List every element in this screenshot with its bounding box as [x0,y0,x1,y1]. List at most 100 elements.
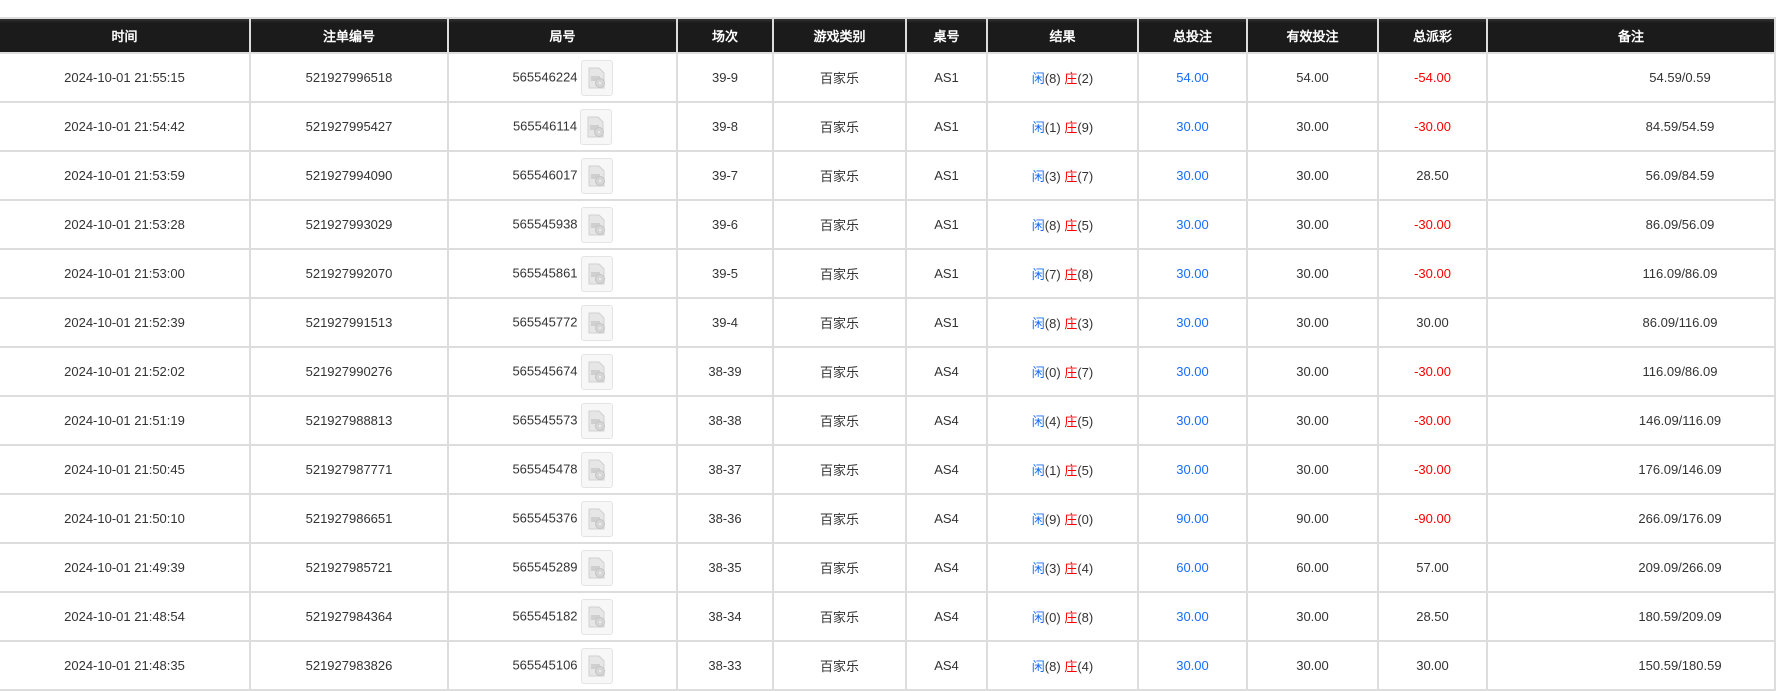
column-header-time: 时间 [0,17,251,53]
table-row: 2024-10-01 21:53:00 521927992070 5655458… [0,248,1776,299]
banker-label: 庄 [1064,365,1078,380]
round-id-cell: 565546017 [447,150,678,201]
banker-label: 庄 [1064,512,1078,527]
banker-label: 庄 [1064,463,1078,478]
time-cell: 2024-10-01 21:54:42 [0,101,251,152]
round-id-cell: 565545376 [447,493,678,544]
replay-video-icon[interactable] [580,500,613,537]
order-id-cell: 521927988813 [249,395,449,446]
payout-cell: -30.00 [1377,395,1488,446]
column-header-round-id: 局号 [447,17,678,53]
round-id: 565545674 [512,362,578,378]
banker-label: 庄 [1064,414,1078,429]
round-id: 565545182 [512,607,578,623]
valid-bet-cell: 30.00 [1246,346,1379,397]
result-cell: 闲(3) 庄(7) [986,150,1139,201]
round-id-cell: 565545289 [447,542,678,593]
time-cell: 2024-10-01 21:49:39 [0,542,251,593]
payout-cell: 28.50 [1377,150,1488,201]
round-id-cell: 565545861 [447,248,678,299]
banker-label: 庄 [1064,316,1078,331]
result-cell: 闲(8) 庄(4) [986,640,1139,691]
game-type-cell: 百家乐 [772,52,907,103]
total-bet-cell: 30.00 [1137,444,1248,495]
session-cell: 39-9 [676,52,774,103]
game-type-cell: 百家乐 [772,542,907,593]
table-row: 2024-10-01 21:54:42 521927995427 5655461… [0,101,1776,152]
table-row: 2024-10-01 21:51:19 521927988813 5655455… [0,395,1776,446]
banker-label: 庄 [1064,561,1078,576]
table-id-cell: AS4 [905,395,988,446]
table-id-cell: AS4 [905,346,988,397]
order-id-cell: 521927987771 [249,444,449,495]
replay-video-icon[interactable] [580,402,613,439]
valid-bet-cell: 30.00 [1246,395,1379,446]
table-row: 2024-10-01 21:55:15 521927996518 5655462… [0,52,1776,103]
banker-label: 庄 [1064,610,1078,625]
order-id-cell: 521927985721 [249,542,449,593]
banker-points: (9) [1077,120,1094,135]
result-cell: 闲(1) 庄(9) [986,101,1139,152]
player-points: (0) [1044,610,1061,625]
banker-points: (3) [1077,316,1094,331]
player-label: 闲 [1031,512,1045,527]
round-id: 565545573 [512,411,578,427]
order-id-cell: 521927991513 [249,297,449,348]
player-points: (1) [1044,120,1061,135]
time-cell: 2024-10-01 21:48:35 [0,640,251,691]
session-cell: 38-37 [676,444,774,495]
banker-label: 庄 [1064,169,1078,184]
note-cell: 150.59/180.59 [1486,640,1776,691]
result-cell: 闲(1) 庄(5) [986,444,1139,495]
column-header-table-id: 桌号 [905,17,988,53]
order-id-cell: 521927992070 [249,248,449,299]
table-id-cell: AS1 [905,101,988,152]
banker-points: (7) [1077,169,1094,184]
result-cell: 闲(4) 庄(5) [986,395,1139,446]
game-type-cell: 百家乐 [772,199,907,250]
replay-video-icon[interactable] [580,451,613,488]
round-id: 565545861 [512,264,578,280]
valid-bet-cell: 30.00 [1246,444,1379,495]
replay-video-icon[interactable] [580,647,613,684]
result-cell: 闲(0) 庄(8) [986,591,1139,642]
valid-bet-cell: 54.00 [1246,52,1379,103]
session-cell: 39-4 [676,297,774,348]
replay-video-icon[interactable] [580,157,613,194]
banker-points: (8) [1077,267,1094,282]
total-bet-cell: 30.00 [1137,395,1248,446]
valid-bet-cell: 30.00 [1246,199,1379,250]
table-row: 2024-10-01 21:52:02 521927990276 5655456… [0,346,1776,397]
table-row: 2024-10-01 21:52:39 521927991513 5655457… [0,297,1776,348]
note-cell: 116.09/86.09 [1486,248,1776,299]
player-points: (8) [1044,218,1061,233]
game-type-cell: 百家乐 [772,150,907,201]
replay-video-icon[interactable] [580,353,613,390]
payout-cell: 30.00 [1377,640,1488,691]
replay-video-icon[interactable] [580,549,613,586]
payout-cell: -30.00 [1377,101,1488,152]
banker-label: 庄 [1064,71,1078,86]
time-cell: 2024-10-01 21:50:45 [0,444,251,495]
note-cell: 266.09/176.09 [1486,493,1776,544]
round-id-cell: 565545106 [447,640,678,691]
round-id: 565545376 [512,509,578,525]
player-points: (8) [1044,71,1061,86]
table-row: 2024-10-01 21:53:59 521927994090 5655460… [0,150,1776,201]
banker-points: (5) [1077,463,1094,478]
column-header-total-bet: 总投注 [1137,17,1248,53]
game-type-cell: 百家乐 [772,493,907,544]
replay-video-icon[interactable] [580,206,613,243]
player-points: (7) [1044,267,1061,282]
replay-video-icon[interactable] [580,304,613,341]
replay-video-icon[interactable] [580,59,613,96]
note-cell: 209.09/266.09 [1486,542,1776,593]
valid-bet-cell: 30.00 [1246,591,1379,642]
table-id-cell: AS1 [905,297,988,348]
replay-video-icon[interactable] [580,255,613,292]
table-row: 2024-10-01 21:48:54 521927984364 5655451… [0,591,1776,642]
table-id-cell: AS4 [905,493,988,544]
banker-points: (7) [1077,365,1094,380]
replay-video-icon[interactable] [580,598,613,635]
replay-video-icon[interactable] [580,108,613,145]
